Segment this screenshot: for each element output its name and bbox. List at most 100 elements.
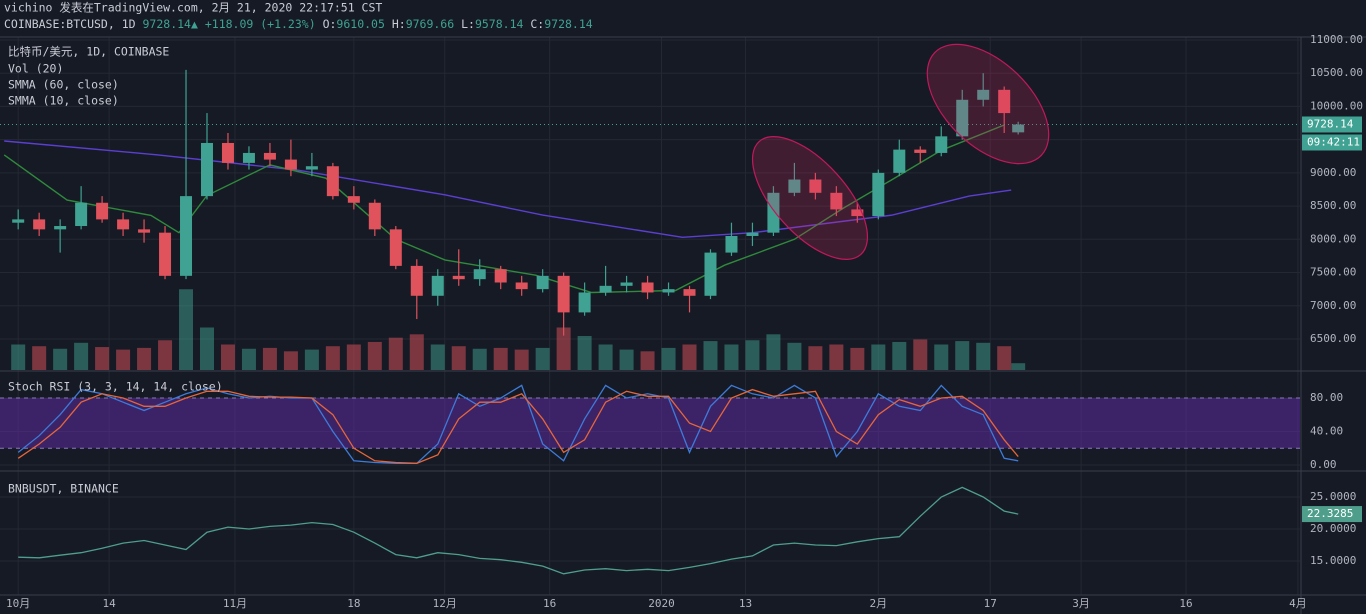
- legend-entry: Vol (20): [8, 62, 63, 76]
- volume-bar: [137, 347, 152, 370]
- x-tick-label: 16: [543, 597, 556, 610]
- candle-body: [746, 232, 759, 236]
- author-line: vichino 发表在TradingView.com, 2月 21, 2020 …: [4, 1, 382, 15]
- candle-body: [452, 275, 465, 280]
- volume-bar: [997, 346, 1012, 370]
- volume-bar: [640, 351, 655, 370]
- volume-bar: [325, 346, 340, 370]
- candle-body: [326, 166, 339, 197]
- series-line: [17, 388, 1019, 464]
- volume-bar: [74, 342, 89, 370]
- volume-bar: [472, 348, 487, 370]
- price-tag: [1302, 506, 1362, 523]
- candle-body: [1012, 124, 1025, 133]
- volume-bar: [661, 347, 676, 370]
- candle-body: [138, 229, 151, 233]
- volume-bar: [535, 347, 550, 370]
- ohlc-label: O:: [323, 17, 337, 31]
- candle-body: [96, 202, 109, 220]
- volume-bar: [493, 347, 508, 370]
- x-tick-label: 17: [984, 597, 997, 610]
- price-tag-label: 22.3285: [1307, 507, 1353, 520]
- volume-bar: [262, 347, 277, 370]
- candle-body: [33, 219, 46, 230]
- legend-entry: SMMA (60, close): [8, 78, 119, 92]
- y-tick-label: 10500.00: [1310, 66, 1363, 79]
- x-tick-label: 12月: [433, 597, 457, 610]
- candle-body: [767, 192, 780, 233]
- volume-bar: [514, 349, 529, 370]
- x-tick-label: 16: [1179, 597, 1192, 610]
- ohlc-value: 9578.14: [475, 17, 524, 31]
- volume-bar: [955, 341, 970, 370]
- volume-bar: [179, 289, 194, 370]
- legend-entry: SMMA (10, close): [8, 94, 119, 108]
- candle-body: [536, 275, 549, 290]
- ohlc-value: 9769.66: [406, 17, 455, 31]
- candle-body: [998, 89, 1011, 114]
- y-tick-label: 8500.00: [1310, 199, 1356, 212]
- y-tick-label: 7000.00: [1310, 299, 1356, 312]
- candle-body: [347, 196, 360, 203]
- volume-bar: [766, 334, 781, 370]
- candle-body: [242, 152, 255, 163]
- candle-body: [893, 149, 906, 173]
- candle-body: [368, 202, 381, 230]
- volume-bar: [850, 347, 865, 370]
- y-tick-label: 8000.00: [1310, 232, 1356, 245]
- volume-bar: [745, 340, 760, 370]
- ohlc-label: C:: [530, 17, 544, 31]
- volume-bar: [11, 344, 26, 370]
- volume-bar: [283, 351, 298, 370]
- x-tick-label: 2月: [870, 597, 888, 610]
- y-tick-label: 20.0000: [1310, 522, 1356, 535]
- x-tick-label: 13: [739, 597, 752, 610]
- volume-bar: [556, 327, 571, 370]
- candle-body: [75, 202, 88, 227]
- candle-body: [788, 179, 801, 193]
- plot: [0, 69, 1300, 575]
- y-tick-label: 9000.00: [1310, 166, 1356, 179]
- volume-bar: [1011, 363, 1026, 370]
- ohlc-label: L:: [461, 17, 475, 31]
- volume-bar: [388, 337, 403, 370]
- x-tick-label: 2020: [648, 597, 675, 610]
- candle-body: [200, 142, 213, 197]
- volume-bar: [304, 349, 319, 370]
- x-tick-label: 10月: [6, 597, 30, 610]
- highlight-ellipse: [926, 43, 1050, 165]
- volume-bar: [703, 341, 718, 370]
- y-tick-label: 7500.00: [1310, 266, 1356, 279]
- volume-bar: [892, 341, 907, 370]
- price-tag-label: 9728.14: [1307, 117, 1354, 130]
- y-tick-label: 11000.00: [1310, 33, 1363, 46]
- y-tick-label: 25.0000: [1310, 490, 1356, 503]
- volume-bar: [808, 346, 823, 370]
- volume-bar: [724, 344, 739, 370]
- candle-body: [515, 282, 528, 290]
- candle-body: [431, 275, 444, 296]
- candle-body: [473, 269, 486, 280]
- volume-bar: [577, 336, 592, 370]
- volume-bar: [829, 344, 844, 370]
- pane-title: BNBUSDT, BINANCE: [8, 482, 119, 496]
- candle-body: [117, 219, 130, 230]
- arrow: ▲: [191, 17, 198, 31]
- price-tag: [1302, 116, 1362, 133]
- price-tag-label: 09:42:11: [1307, 135, 1360, 148]
- y-tick-label: 10000.00: [1310, 99, 1363, 112]
- y-tick-label: 40.00: [1310, 424, 1343, 437]
- volume-bar: [619, 349, 634, 370]
- volume-bar: [367, 341, 382, 370]
- candle-body: [977, 89, 990, 100]
- candle-body: [914, 149, 927, 153]
- volume-bar: [220, 344, 235, 370]
- candle-body: [872, 172, 885, 217]
- candle-body: [389, 229, 402, 266]
- price: 9728.14: [143, 17, 192, 31]
- candle-body: [851, 209, 864, 217]
- candle-body: [159, 232, 172, 276]
- candle-body: [683, 289, 696, 296]
